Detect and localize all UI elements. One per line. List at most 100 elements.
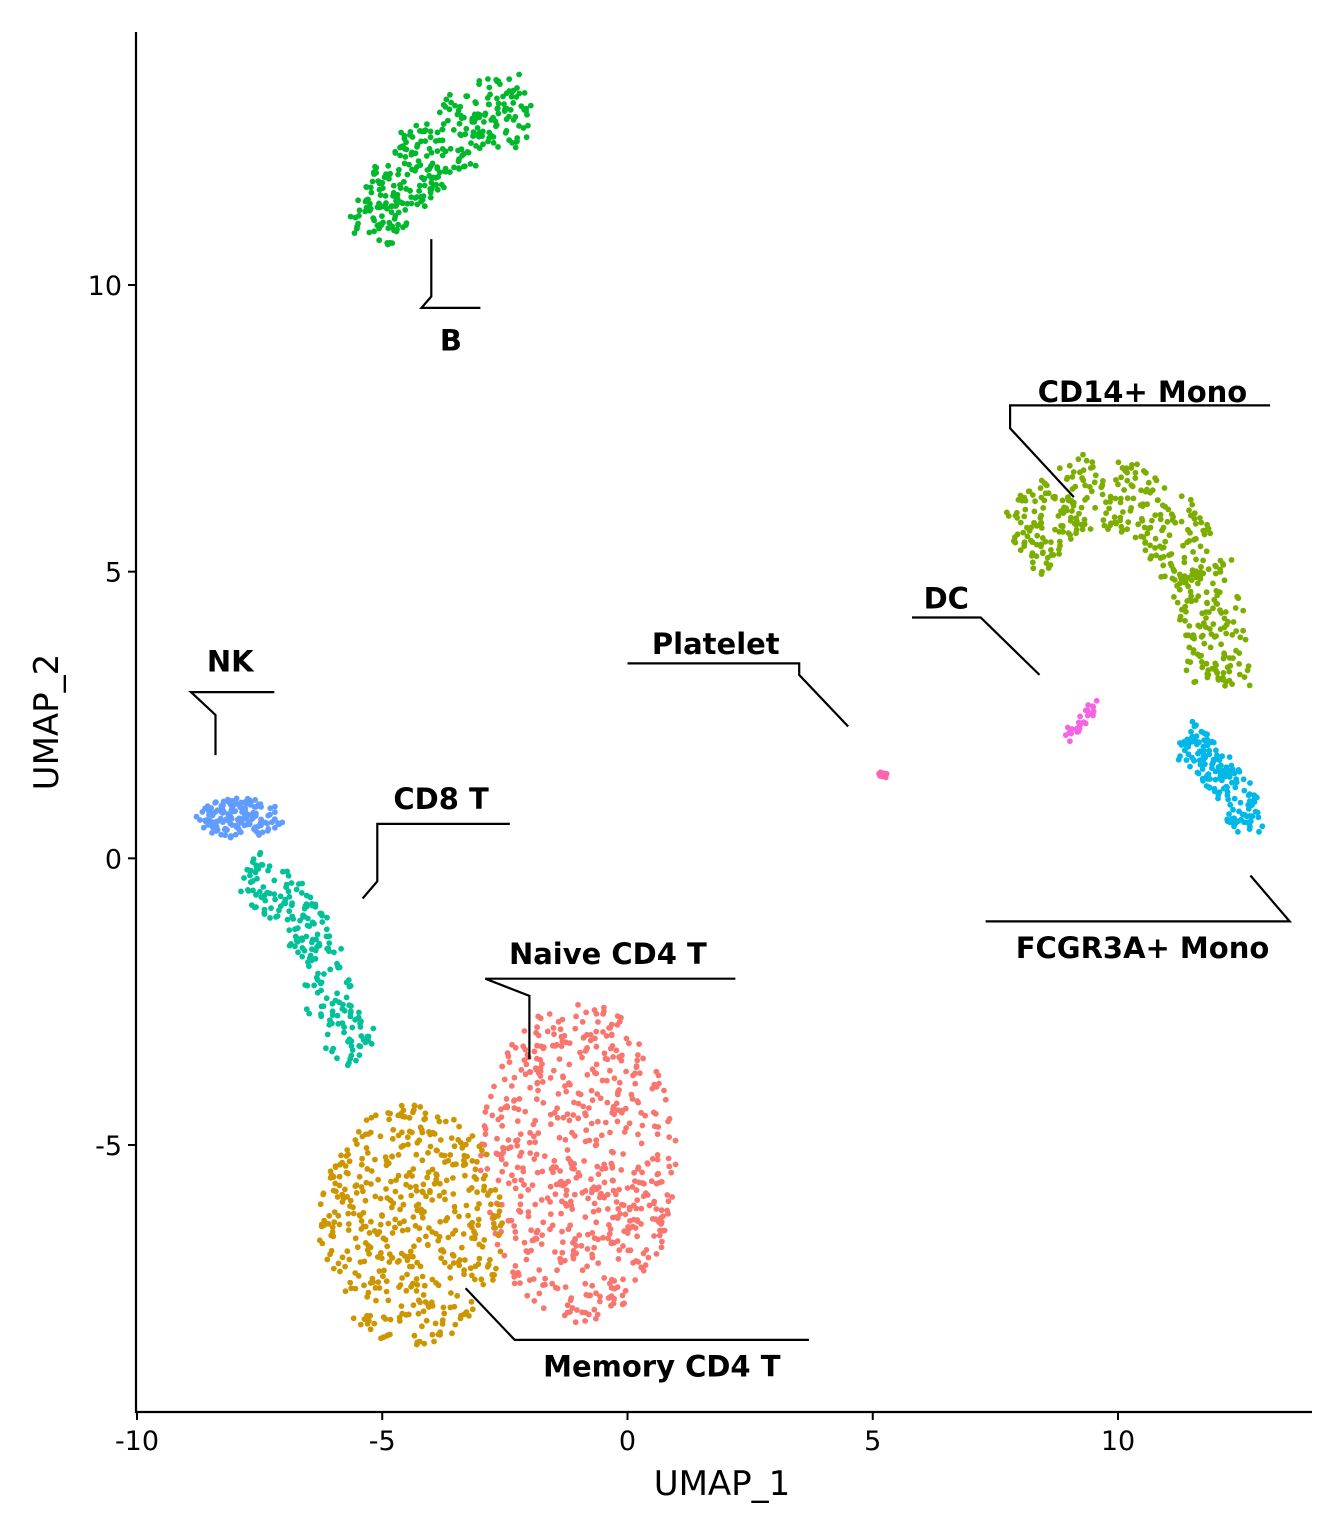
data-point (619, 1052, 625, 1059)
data-point (1235, 828, 1241, 835)
data-point (1205, 566, 1212, 573)
data-point (382, 1236, 389, 1243)
data-point (530, 1121, 537, 1128)
data-point (666, 1163, 673, 1170)
data-point (1200, 557, 1206, 564)
data-point (454, 1292, 461, 1299)
data-point (538, 1197, 545, 1203)
data-point (508, 1083, 515, 1089)
data-point (426, 172, 433, 179)
cluster-label-memory-cd4-t: Memory CD4 T (543, 1350, 781, 1384)
data-point (275, 820, 281, 826)
data-point (579, 1309, 585, 1316)
data-point (594, 1118, 601, 1125)
data-point (369, 1275, 376, 1282)
data-point (1231, 795, 1238, 802)
data-point (583, 1009, 589, 1016)
data-point (1233, 628, 1240, 634)
data-point (665, 1118, 671, 1125)
data-point (418, 174, 425, 181)
data-point (408, 1192, 415, 1199)
data-point (654, 1156, 661, 1163)
data-point (241, 815, 247, 822)
data-point (1200, 527, 1207, 534)
data-point (484, 1166, 491, 1172)
data-point (367, 1312, 374, 1319)
data-point (549, 1280, 556, 1287)
data-point (635, 1164, 642, 1171)
cluster-label-naive-cd4-t: Naive CD4 T (509, 937, 707, 971)
data-point (653, 1206, 660, 1212)
data-point (594, 1163, 601, 1170)
data-point (1206, 609, 1212, 615)
data-point (593, 1061, 600, 1068)
data-point (589, 1282, 596, 1289)
data-point (665, 1155, 672, 1162)
data-point (504, 1050, 511, 1057)
data-point (1149, 517, 1155, 524)
data-point (1217, 774, 1224, 781)
data-point (318, 1011, 324, 1017)
data-point (406, 161, 412, 168)
data-point (242, 808, 249, 815)
data-point (314, 931, 321, 938)
data-point (428, 1299, 435, 1306)
data-point (398, 129, 404, 136)
data-point (456, 1213, 462, 1220)
data-point (1147, 542, 1153, 549)
data-point (323, 995, 330, 1002)
data-point (371, 228, 377, 235)
data-point (200, 824, 207, 831)
axes-layer (134, 32, 1312, 1414)
data-point (299, 945, 306, 951)
data-point (554, 1267, 560, 1274)
data-point (1003, 509, 1010, 516)
data-point (406, 1263, 413, 1270)
data-point (391, 1224, 398, 1231)
data-point (455, 1259, 462, 1265)
data-point (1112, 495, 1119, 502)
data-point (664, 1207, 670, 1214)
data-point (496, 1208, 503, 1215)
data-point (603, 1033, 610, 1039)
data-point (1227, 801, 1234, 808)
data-point (652, 1110, 659, 1117)
data-point (1210, 756, 1217, 763)
data-point (511, 1097, 518, 1103)
data-point (410, 1302, 417, 1308)
data-point (616, 1079, 623, 1086)
data-point (528, 1227, 534, 1234)
data-point (301, 913, 308, 920)
data-point (336, 1173, 343, 1180)
data-point (632, 1178, 638, 1184)
data-point (414, 1281, 421, 1288)
data-point (573, 1250, 580, 1257)
cluster-cd14-mono-points (1003, 451, 1253, 689)
data-point (593, 1028, 600, 1035)
data-point (1221, 577, 1228, 584)
data-point (579, 1267, 586, 1274)
data-point (353, 1190, 360, 1196)
data-point (373, 1297, 379, 1304)
data-point (666, 1134, 673, 1140)
data-point (499, 1122, 506, 1129)
data-point (613, 1214, 620, 1220)
data-point (233, 795, 240, 802)
data-point (564, 1147, 571, 1153)
data-point (1246, 682, 1253, 689)
data-point (1223, 630, 1230, 637)
data-point (614, 1118, 621, 1125)
data-point (523, 1061, 530, 1068)
data-point (607, 1045, 614, 1052)
data-point (450, 1191, 457, 1197)
data-point (593, 1137, 600, 1144)
data-point (623, 1125, 629, 1131)
data-point (1248, 799, 1254, 806)
data-point (1212, 660, 1219, 667)
cluster-b-points (347, 71, 534, 248)
data-point (524, 1292, 531, 1299)
data-point (345, 1170, 351, 1177)
data-point (386, 1259, 393, 1265)
data-point (608, 1302, 614, 1309)
data-point (525, 1213, 532, 1220)
